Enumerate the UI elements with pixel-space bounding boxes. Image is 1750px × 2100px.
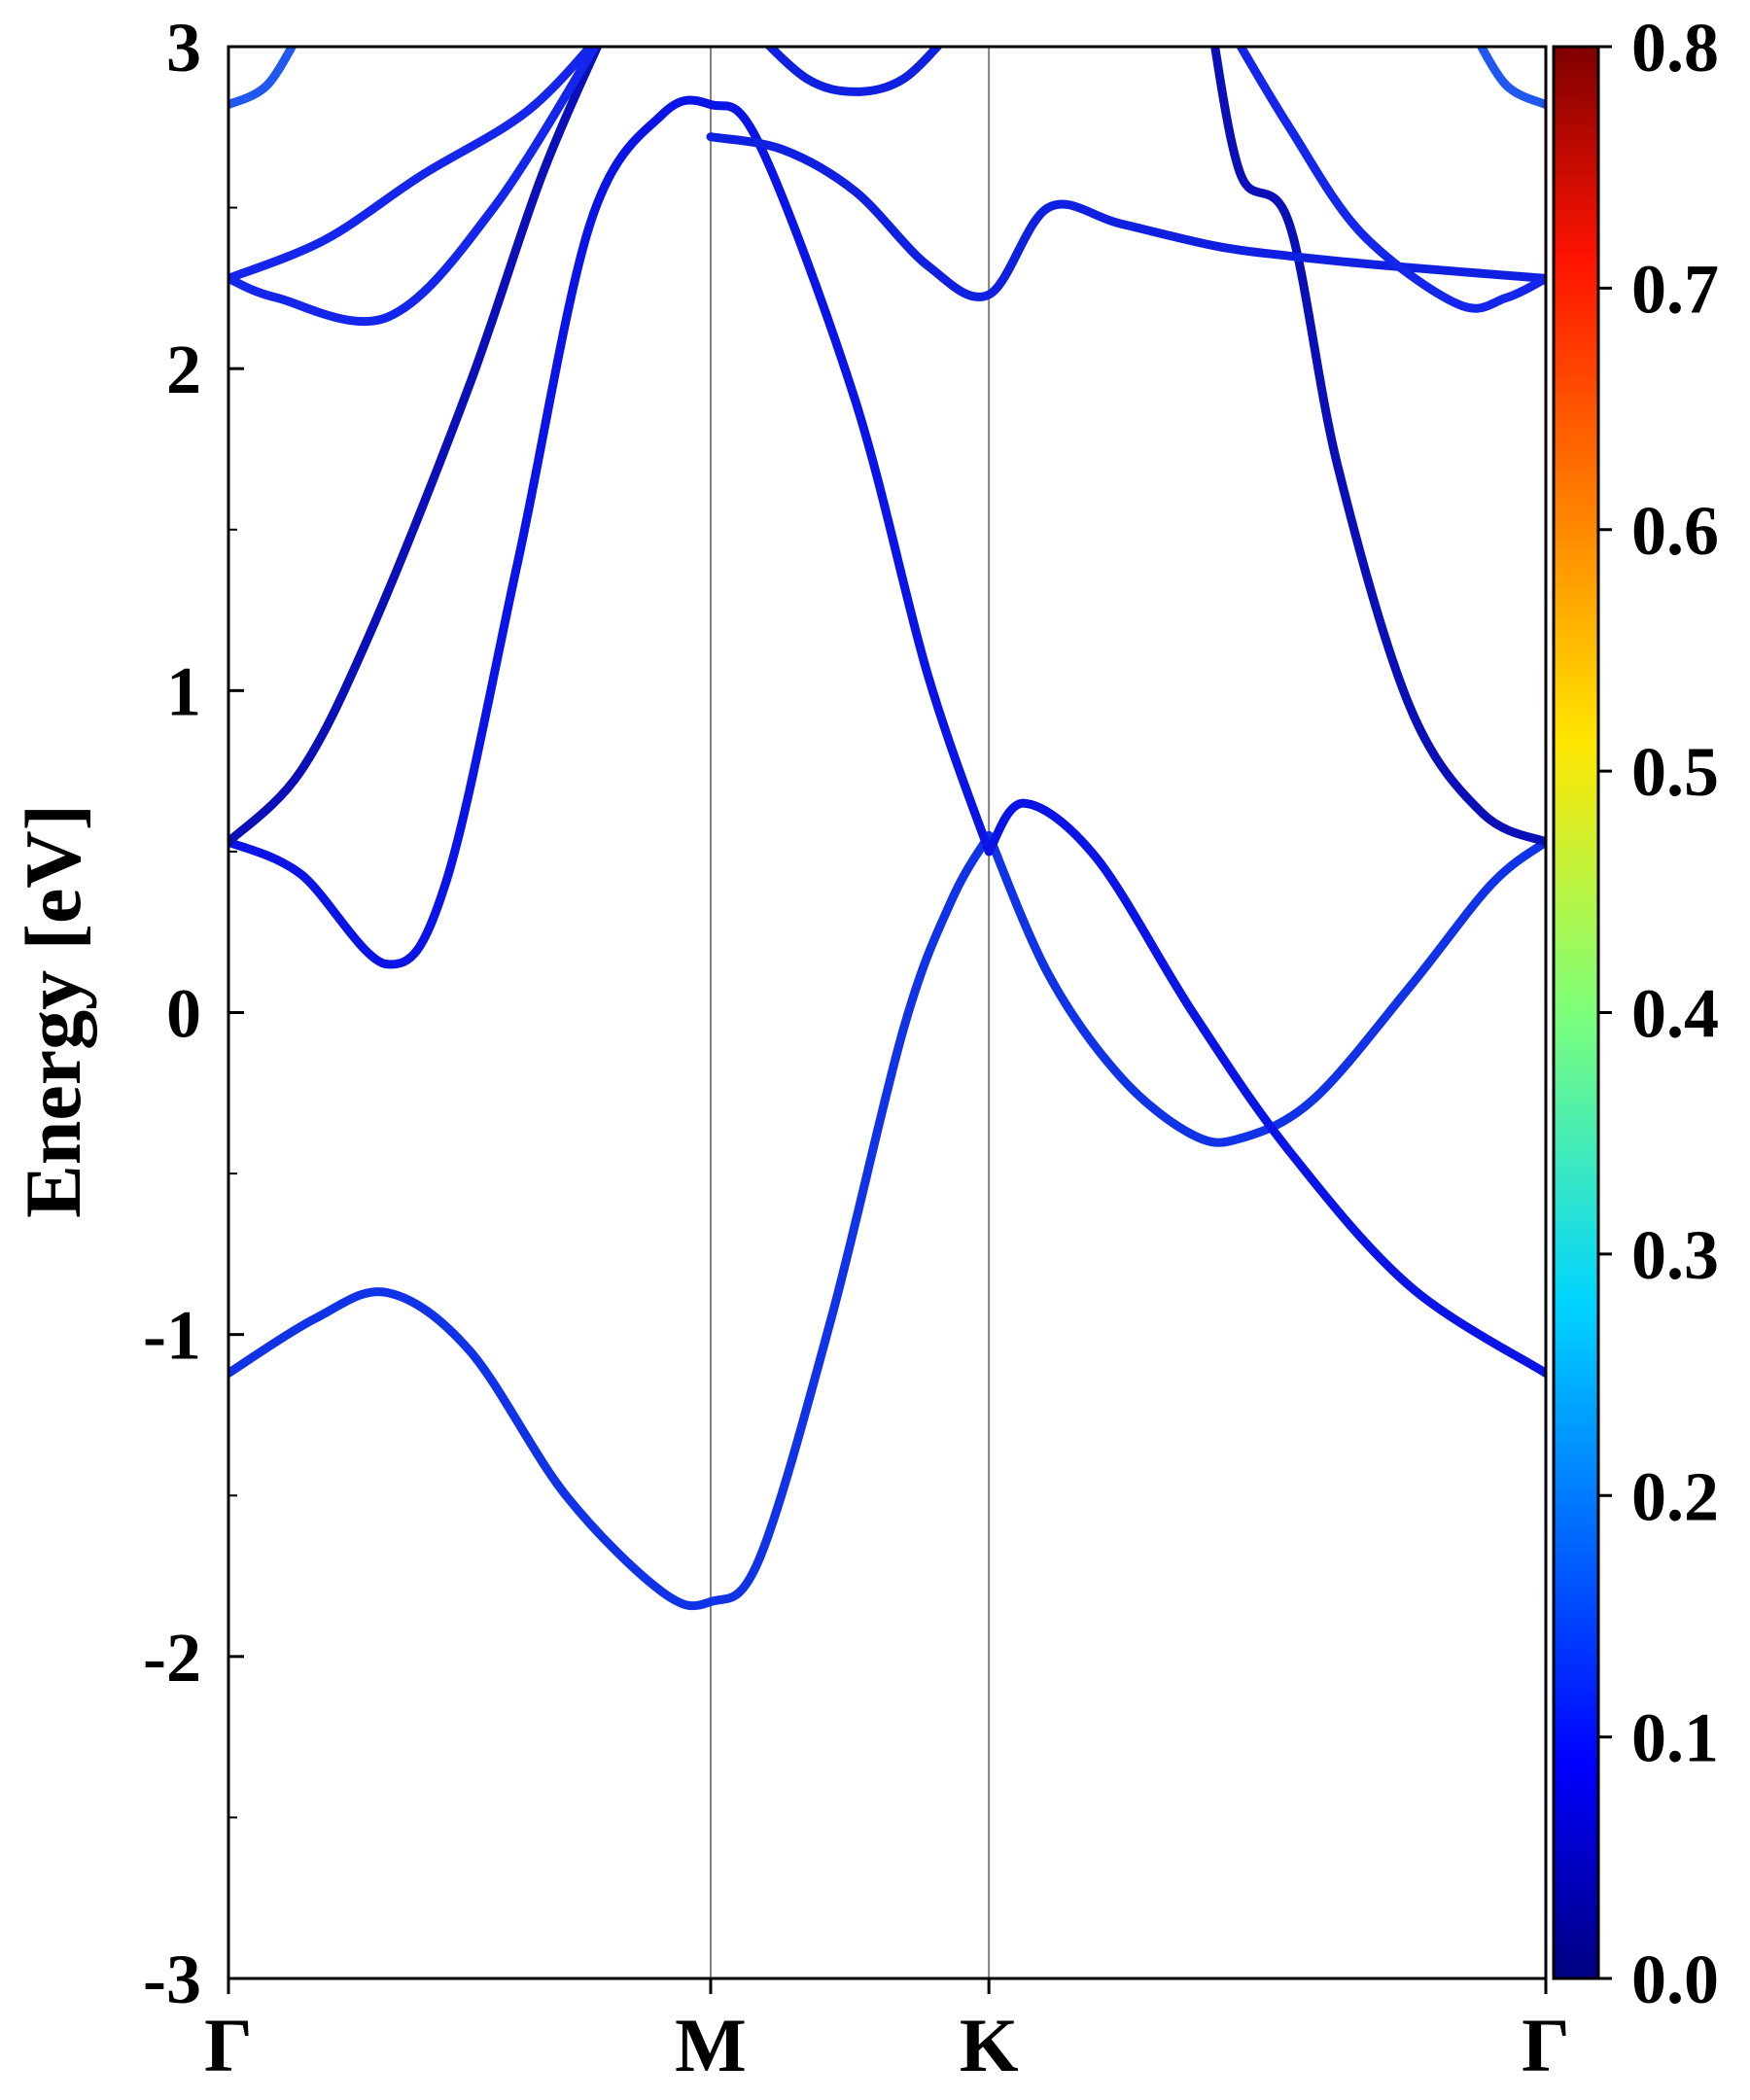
colorbar — [1552, 45, 1600, 1980]
plot-frame — [227, 45, 1548, 1980]
band-line — [984, 830, 1546, 1147]
band-line — [984, 798, 1546, 1378]
y-tick-label: -2 — [143, 1619, 201, 1697]
band-line — [1236, 47, 1546, 313]
band-line — [228, 47, 603, 847]
x-tick-label-M: M — [675, 2003, 747, 2087]
colorbar-tick-label: 0.3 — [1631, 1216, 1719, 1294]
band-line — [1210, 47, 1546, 847]
colorbar-tick-label: 0.1 — [1631, 1699, 1719, 1777]
band-line — [228, 47, 298, 110]
x-tick-label-Γ: Γ — [1522, 2003, 1570, 2087]
colorbar-tick-label: 0.5 — [1631, 733, 1719, 811]
y-tick-label: 0 — [166, 975, 201, 1053]
y-tick-label: 3 — [166, 9, 201, 87]
colorbar-tick-label: 0.7 — [1631, 250, 1719, 328]
colorbar-tick-label: 0.0 — [1631, 1941, 1719, 2018]
y-tick-label: 1 — [166, 652, 201, 730]
band-line — [228, 830, 994, 1611]
y-axis-ticks: 3 2 1 0 -1 -2 -3 — [143, 9, 244, 2018]
band-line — [228, 47, 597, 283]
colorbar-tick-label: 0.6 — [1631, 492, 1719, 570]
y-tick-label: 2 — [166, 331, 201, 408]
colorbar-tick-label: 0.8 — [1631, 9, 1719, 87]
y-tick-label: -1 — [143, 1297, 201, 1375]
band-line — [228, 95, 994, 969]
colorbar-tick-label: 0.2 — [1631, 1457, 1719, 1535]
x-tick-label-Γ: Γ — [204, 2003, 253, 2087]
band-line — [706, 132, 1546, 301]
y-tick-label: -3 — [143, 1941, 201, 2018]
colorbar-tick-label: 0.4 — [1631, 975, 1719, 1053]
y-axis-label: Energy [eV] — [9, 804, 97, 1218]
energy-bands — [228, 47, 1546, 1611]
band-line — [228, 47, 601, 327]
band-line — [1476, 47, 1546, 110]
band-line — [763, 47, 944, 96]
x-tick-label-K: K — [960, 2003, 1019, 2087]
high-symmetry-lines — [709, 47, 991, 1978]
colorbar-ticks: 0.8 0.7 0.6 0.5 0.4 0.3 0.2 0.1 0.0 — [1598, 9, 1719, 2018]
